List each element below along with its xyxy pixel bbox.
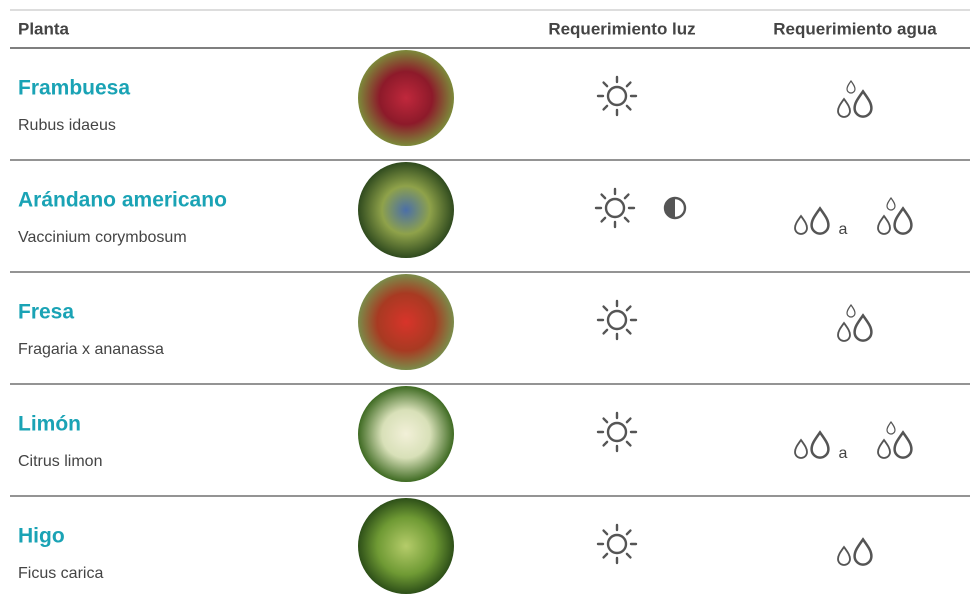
sun-ray	[600, 216, 607, 223]
drop	[853, 313, 873, 342]
drop	[893, 206, 913, 235]
drop	[877, 214, 891, 235]
sun-icon	[596, 523, 638, 565]
drop	[846, 303, 856, 318]
header-light: Requerimiento luz	[548, 19, 695, 38]
sun-icon	[594, 187, 636, 229]
sun-ray	[602, 305, 609, 312]
plant-photo	[358, 386, 454, 482]
plant-name: Frambuesa	[18, 77, 130, 100]
sun-ray	[600, 193, 607, 200]
sun-ray	[623, 193, 630, 200]
drop	[853, 89, 873, 118]
shade-half	[665, 198, 675, 218]
drops-icon	[794, 206, 830, 235]
drop	[837, 545, 851, 566]
sun-icon	[596, 299, 638, 341]
drop	[877, 438, 891, 459]
drops-icon	[794, 430, 830, 459]
sun-ray	[623, 216, 630, 223]
sun-ray	[602, 440, 609, 447]
sun-ray	[602, 529, 609, 536]
sun-ray	[625, 440, 632, 447]
plant-photo	[358, 498, 454, 594]
sun-ray	[602, 417, 609, 424]
sun-disc	[606, 533, 628, 555]
range-word: a	[839, 445, 848, 462]
scientific-name: Citrus limon	[18, 453, 102, 470]
scientific-name: Fragaria x ananassa	[18, 341, 164, 358]
drop	[794, 438, 808, 459]
sun-disc	[606, 309, 628, 331]
drop	[846, 79, 856, 94]
drop	[886, 196, 896, 211]
plant-photo	[358, 274, 454, 370]
drop	[886, 420, 896, 435]
plant-photo	[358, 162, 454, 258]
scientific-name: Rubus idaeus	[18, 117, 116, 134]
header-plant: Planta	[18, 19, 70, 38]
sun-ray	[625, 552, 632, 559]
plant-name: Limón	[18, 413, 81, 436]
drop	[837, 321, 851, 342]
header-water: Requerimiento agua	[773, 19, 937, 38]
sun-ray	[625, 328, 632, 335]
sun-icon	[596, 411, 638, 453]
sun-ray	[625, 104, 632, 111]
drops-icon	[837, 79, 873, 118]
plant-name: Higo	[18, 525, 65, 548]
plant-photo	[358, 50, 454, 146]
sun-icon	[596, 75, 638, 117]
drops-icon	[877, 196, 913, 235]
plant-name: Fresa	[18, 301, 74, 324]
drops-icon	[837, 303, 873, 342]
plant-name: Arándano americano	[18, 189, 227, 212]
half-shade-icon	[663, 196, 687, 220]
drop	[893, 430, 913, 459]
sun-ray	[625, 529, 632, 536]
drop	[810, 430, 830, 459]
scientific-name: Vaccinium corymbosum	[18, 229, 187, 246]
drops-icon	[837, 537, 873, 566]
sun-ray	[625, 81, 632, 88]
sun-ray	[602, 104, 609, 111]
scientific-name: Ficus carica	[18, 565, 103, 582]
sun-ray	[602, 81, 609, 88]
sun-ray	[602, 328, 609, 335]
range-word: a	[839, 221, 848, 238]
drop	[810, 206, 830, 235]
sun-ray	[625, 305, 632, 312]
drop	[794, 214, 808, 235]
drop	[853, 537, 873, 566]
sun-disc	[606, 85, 628, 107]
sun-ray	[602, 552, 609, 559]
sun-ray	[625, 417, 632, 424]
sun-disc	[604, 197, 626, 219]
drop	[837, 97, 851, 118]
sun-disc	[606, 421, 628, 443]
drops-icon	[877, 420, 913, 459]
